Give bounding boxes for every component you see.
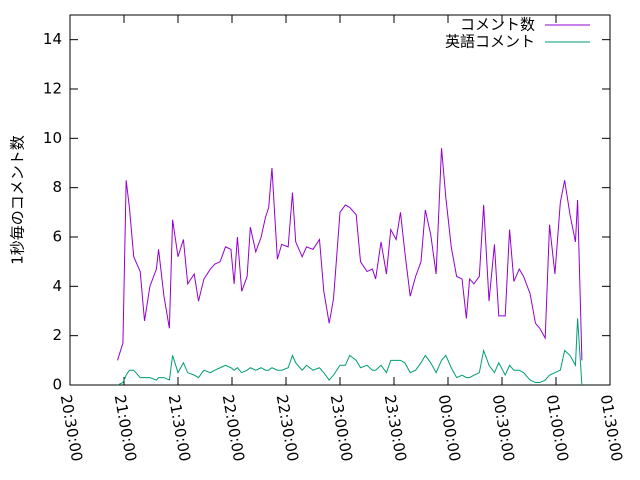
x-tick-label: 21:30:00 — [165, 393, 194, 462]
x-tick-label: 21:00:00 — [111, 393, 140, 462]
series-line — [117, 318, 583, 386]
x-tick-label: 23:30:00 — [381, 393, 410, 462]
x-tick-label: 23:00:00 — [327, 393, 356, 462]
y-tick-label: 14 — [43, 30, 62, 48]
legend-label: 英語コメント — [445, 33, 535, 51]
y-tick-label: 4 — [52, 277, 62, 295]
x-tick-label: 01:30:00 — [597, 393, 626, 462]
series-line — [117, 148, 583, 361]
y-tick-label: 8 — [52, 178, 62, 196]
x-tick-label: 20:30:00 — [57, 393, 86, 462]
x-tick-label: 22:00:00 — [219, 393, 248, 462]
legend-label: コメント数 — [460, 16, 535, 34]
y-tick-label: 2 — [52, 326, 62, 344]
y-tick-label: 6 — [52, 228, 62, 246]
y-tick-label: 10 — [43, 129, 62, 147]
x-tick-label: 00:00:00 — [435, 393, 464, 462]
x-tick-label: 22:30:00 — [273, 393, 302, 462]
y-tick-label: 0 — [52, 376, 62, 394]
plot-frame — [69, 14, 611, 386]
x-tick-label: 00:30:00 — [489, 393, 518, 462]
x-tick-label: 01:00:00 — [543, 393, 572, 462]
y-tick-label: 12 — [43, 80, 62, 98]
y-axis-label: 1秒毎のコメント数 — [9, 135, 27, 265]
